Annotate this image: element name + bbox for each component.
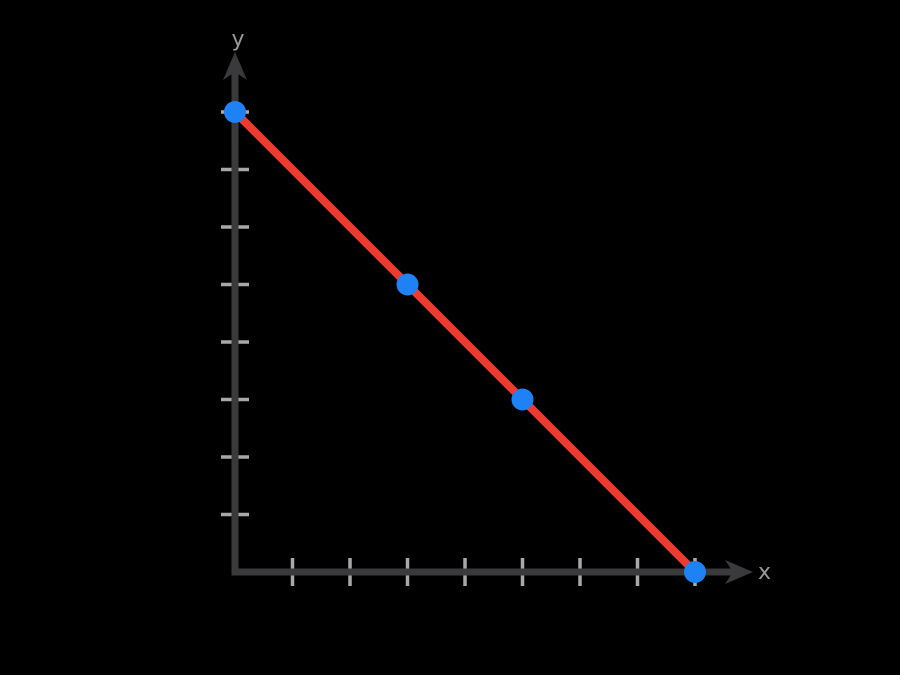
data-point — [396, 273, 419, 296]
x-axis-label: x — [758, 560, 771, 585]
y-axis-label: y — [231, 27, 244, 52]
y-axis-arrow-icon — [223, 52, 247, 80]
x-axis-arrow-icon — [725, 560, 753, 584]
line-segment — [232, 109, 698, 575]
data-point — [224, 101, 246, 123]
axis-ticks — [221, 110, 697, 586]
axes — [223, 52, 753, 584]
trend-line — [232, 109, 698, 575]
data-point — [684, 561, 706, 583]
data-points — [224, 101, 706, 583]
data-point — [511, 388, 534, 411]
